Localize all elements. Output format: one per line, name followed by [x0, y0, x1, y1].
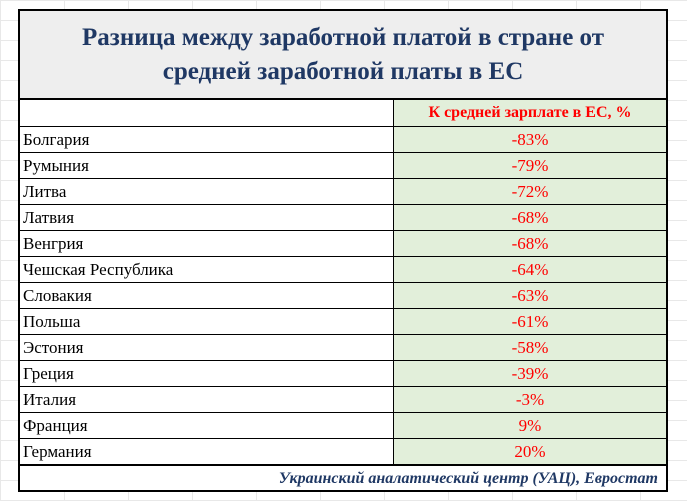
header-empty-cell[interactable]: [20, 100, 394, 126]
country-cell[interactable]: Италия: [20, 387, 394, 412]
value-cell[interactable]: -68%: [394, 231, 666, 256]
table-row: Румыния -79%: [20, 153, 666, 179]
value-cell[interactable]: 9%: [394, 413, 666, 438]
value-cell[interactable]: -58%: [394, 335, 666, 360]
country-cell[interactable]: Литва: [20, 179, 394, 204]
country-cell[interactable]: Болгария: [20, 127, 394, 152]
value-cell[interactable]: 20%: [394, 439, 666, 464]
country-cell[interactable]: Франция: [20, 413, 394, 438]
value-cell[interactable]: -64%: [394, 257, 666, 282]
country-cell[interactable]: Эстония: [20, 335, 394, 360]
country-cell[interactable]: Румыния: [20, 153, 394, 178]
country-cell[interactable]: Словакия: [20, 283, 394, 308]
table-row: Чешская Республика -64%: [20, 257, 666, 283]
value-cell[interactable]: -3%: [394, 387, 666, 412]
country-cell[interactable]: Польша: [20, 309, 394, 334]
column-header[interactable]: К средней зарплате в ЕС, %: [394, 100, 666, 126]
table-row: Латвия -68%: [20, 205, 666, 231]
table-row: Польша -61%: [20, 309, 666, 335]
table-row: Италия -3%: [20, 387, 666, 413]
table-row: Греция -39%: [20, 361, 666, 387]
country-cell[interactable]: Греция: [20, 361, 394, 386]
value-cell[interactable]: -79%: [394, 153, 666, 178]
table-row: Венгрия -68%: [20, 231, 666, 257]
value-cell[interactable]: -72%: [394, 179, 666, 204]
value-cell[interactable]: -83%: [394, 127, 666, 152]
table-header-row: К средней зарплате в ЕС, %: [20, 100, 666, 127]
value-cell[interactable]: -39%: [394, 361, 666, 386]
country-cell[interactable]: Венгрия: [20, 231, 394, 256]
source-note: Украинский аналатический центр (УАЦ), Ев…: [20, 465, 666, 492]
table-row: Эстония -58%: [20, 335, 666, 361]
value-cell[interactable]: -68%: [394, 205, 666, 230]
country-cell[interactable]: Латвия: [20, 205, 394, 230]
country-cell[interactable]: Чешская Республика: [20, 257, 394, 282]
table-body: Болгария -83% Румыния -79% Литва -72% Латвия -6…: [20, 127, 666, 465]
table-row: Германия 20%: [20, 439, 666, 465]
table-title: Разница между заработной платой в стране…: [20, 11, 666, 100]
table-row: Литва -72%: [20, 179, 666, 205]
wage-table: Разница между заработной платой в стране…: [18, 9, 668, 492]
table-row: Болгария -83%: [20, 127, 666, 153]
value-cell[interactable]: -61%: [394, 309, 666, 334]
value-cell[interactable]: -63%: [394, 283, 666, 308]
country-cell[interactable]: Германия: [20, 439, 394, 464]
table-row: Франция 9%: [20, 413, 666, 439]
table-row: Словакия -63%: [20, 283, 666, 309]
